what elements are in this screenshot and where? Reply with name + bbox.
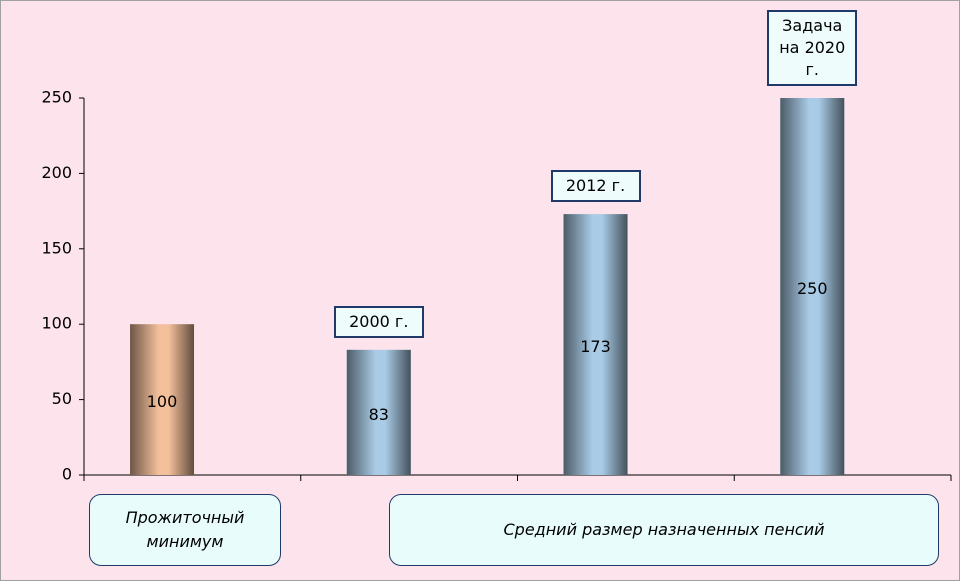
y-tick-label: 100 [41,314,72,333]
bar-shade [563,214,628,475]
y-tick-label: 50 [52,389,72,408]
bar-shade [130,324,195,475]
y-tick-label: 0 [62,465,72,484]
bar-shade [780,98,845,475]
category-label: 2000 г. [333,305,424,338]
y-tick-label: 150 [41,238,72,257]
value-label: 250 [797,279,828,298]
category-label: 2012 г. [550,170,641,203]
y-tick-label: 200 [41,163,72,182]
value-label: 100 [147,392,178,411]
y-tick-label: 250 [41,88,72,107]
value-label: 173 [580,337,611,356]
group-label: Средний размер назначенных пенсий [389,494,939,566]
category-label: Задача на 2020 г. [767,10,858,86]
group-label: Прожиточный минимум [89,494,281,566]
value-label: 83 [369,405,389,424]
bar-shade [346,349,411,475]
